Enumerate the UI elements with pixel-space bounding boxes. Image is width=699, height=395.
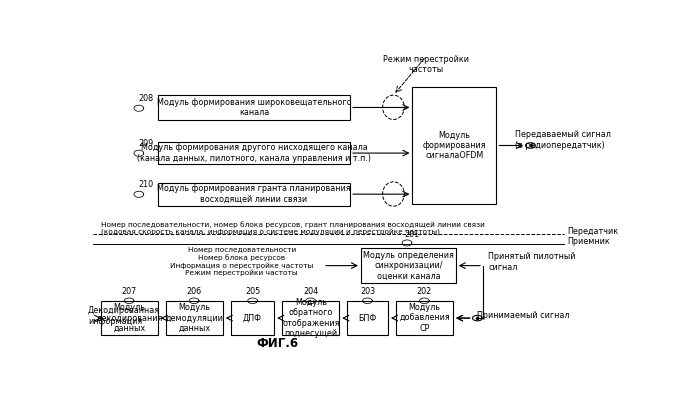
FancyBboxPatch shape <box>347 301 388 335</box>
Text: Декодированная
информация: Декодированная информация <box>88 306 160 325</box>
Text: 207: 207 <box>122 288 137 297</box>
Text: Номер последовательности, номер блока ресурсов, грант планирования восходящей ли: Номер последовательности, номер блока ре… <box>101 221 485 236</box>
FancyBboxPatch shape <box>282 301 339 335</box>
Text: 206: 206 <box>187 288 201 297</box>
FancyBboxPatch shape <box>158 94 350 120</box>
Text: Модуль формирования широковещательного
канала: Модуль формирования широковещательного к… <box>157 98 352 117</box>
Text: Модуль формирования гранта планирования
восходящей линии связи: Модуль формирования гранта планирования … <box>157 184 351 204</box>
Text: Модуль определения
синхронизации/
оценки канала: Модуль определения синхронизации/ оценки… <box>363 251 454 280</box>
Text: ДПФ: ДПФ <box>243 314 262 323</box>
Text: Модуль
декодирования
данных: Модуль декодирования данных <box>96 303 163 333</box>
Text: Модуль
добавления
СР: Модуль добавления СР <box>399 303 450 333</box>
FancyBboxPatch shape <box>158 142 350 164</box>
Text: Модуль
формирования
сигналаOFDM: Модуль формирования сигналаOFDM <box>423 131 487 160</box>
Text: Модуль
демодуляции
данных: Модуль демодуляции данных <box>166 303 223 333</box>
Ellipse shape <box>384 183 403 205</box>
Text: 205: 205 <box>245 288 260 297</box>
Text: ФИГ.6: ФИГ.6 <box>256 337 298 350</box>
Text: Модуль формирования другого нисходящего канала
(канала данных, пилотного, канала: Модуль формирования другого нисходящего … <box>137 143 371 163</box>
Text: БПФ: БПФ <box>359 314 377 323</box>
Text: 209: 209 <box>138 139 154 148</box>
FancyBboxPatch shape <box>166 301 223 335</box>
Text: Номер последовательности
Номер блока ресурсов
Информация о перестройке частоты
Р: Номер последовательности Номер блока рес… <box>170 247 313 276</box>
FancyBboxPatch shape <box>158 183 350 205</box>
Text: Модуль
обратного
отображения
поднесущей: Модуль обратного отображения поднесущей <box>282 298 340 338</box>
FancyBboxPatch shape <box>231 301 274 335</box>
Text: 208: 208 <box>138 94 154 103</box>
Text: 201: 201 <box>405 230 420 239</box>
Text: Режим перестройки
частоты: Режим перестройки частоты <box>383 55 469 74</box>
Text: Передаваемый сигнал
(в радиопередатчик): Передаваемый сигнал (в радиопередатчик) <box>515 130 611 150</box>
Text: Принятый пилотный
сигнал: Принятый пилотный сигнал <box>488 252 576 271</box>
Text: 204: 204 <box>303 288 318 297</box>
FancyBboxPatch shape <box>101 301 158 335</box>
Ellipse shape <box>384 97 403 118</box>
FancyBboxPatch shape <box>361 248 456 283</box>
Text: 203: 203 <box>360 288 375 297</box>
Text: Приемник: Приемник <box>567 237 610 246</box>
Text: 202: 202 <box>417 288 432 297</box>
FancyBboxPatch shape <box>412 87 496 204</box>
Text: Передатчик: Передатчик <box>567 227 618 236</box>
Text: Принимаемый сигнал: Принимаемый сигнал <box>477 312 570 320</box>
FancyBboxPatch shape <box>396 301 453 335</box>
Text: 210: 210 <box>138 180 154 189</box>
